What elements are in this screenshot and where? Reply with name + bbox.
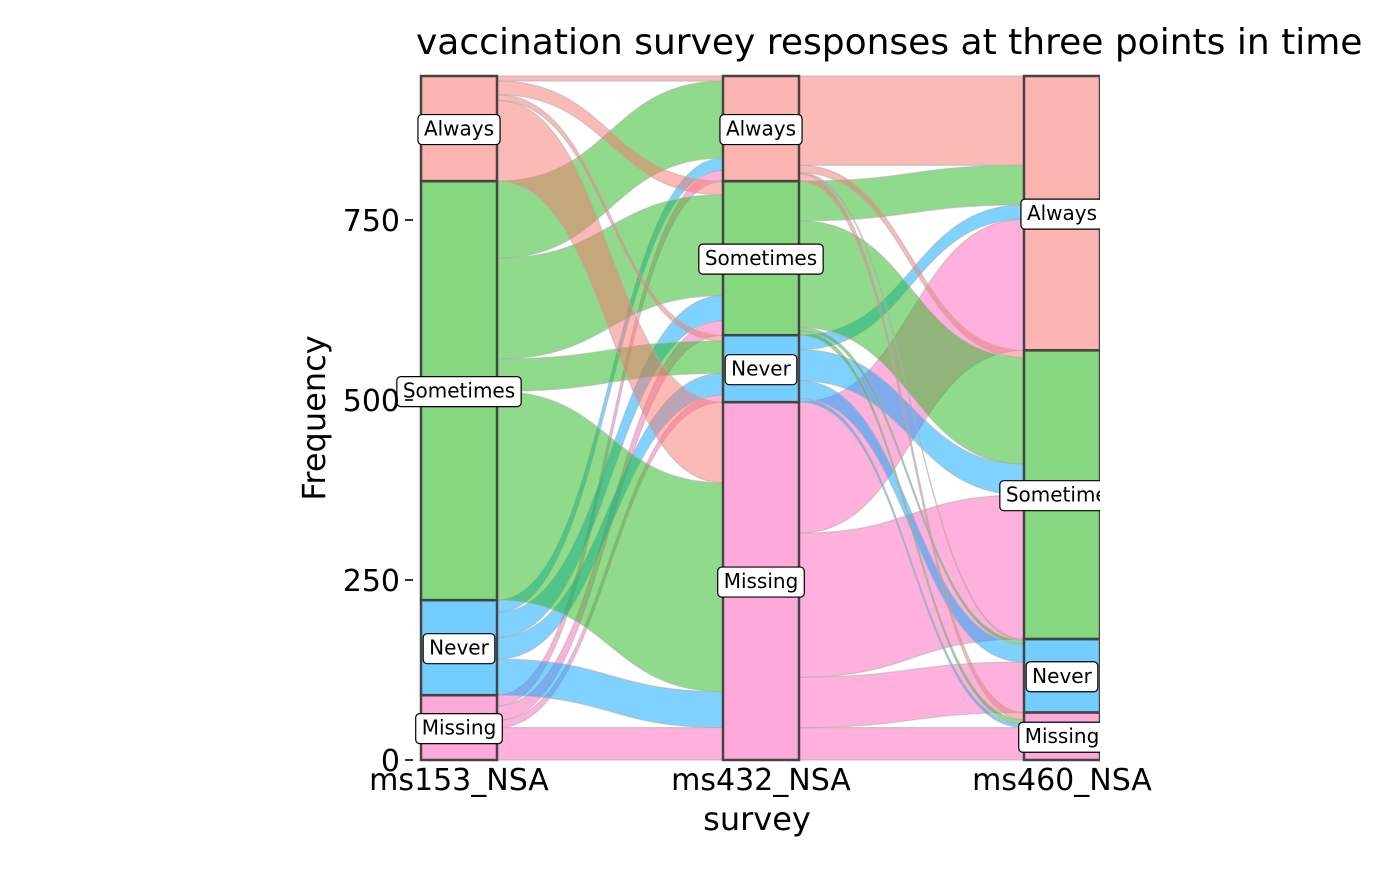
stratum-label-ms432-nsa-missing: Missing (717, 566, 805, 598)
stratum-label-text: Always (424, 117, 494, 141)
stratum-label-box (698, 243, 824, 275)
y-tick-label-250: 250 (343, 564, 400, 599)
flows-layer (496, 75, 1025, 761)
stratum-label-ms432-nsa-sometimes: Sometimes (698, 243, 824, 275)
stratum-label-text: Sometimes (403, 379, 515, 403)
y-axis: 0 250 500 750 (343, 204, 413, 779)
stratum-label-text: Sometimes (1006, 483, 1118, 507)
stratum-label-box (422, 633, 496, 665)
stratum-label-text: Always (726, 117, 796, 141)
stratum-label-text: Always (1027, 201, 1097, 225)
stratum-label-ms460-nsa-never: Never (1025, 661, 1099, 693)
stratum-label-ms460-nsa-always: Always (1020, 198, 1100, 230)
stratum-label-ms153-nsa-always: Always (417, 113, 501, 146)
y-axis-title: Frequency (295, 335, 333, 500)
flow-2-missing-to-missing (798, 727, 1025, 761)
stratum-label-ms432-nsa-always: Always (719, 113, 803, 146)
stratum-label-ms153-nsa-never: Never (422, 633, 496, 665)
flow-1-always-to-always (496, 75, 724, 82)
stratum-label-box (1018, 721, 1100, 753)
chart-title: vaccination survey responses at three po… (416, 22, 1362, 63)
stratum-label-text: Never (731, 357, 791, 381)
stratum-label-ms432-nsa-never: Never (724, 354, 798, 386)
stratum-label-text: Sometimes (705, 246, 817, 270)
stratum-label-box (724, 354, 798, 386)
stratum-label-ms153-nsa-missing: Missing (415, 712, 503, 745)
y-tick-label-0: 0 (381, 744, 400, 779)
x-axis-title: survey (703, 800, 811, 838)
stratum-label-box (417, 113, 501, 146)
stratum-label-box (415, 712, 503, 745)
x-tick-label-ms432-nsa: ms432_NSA (671, 763, 851, 798)
stratum-label-text: Never (429, 636, 489, 660)
stratum-label-ms153-nsa-sometimes: Sometimes (396, 376, 522, 408)
stratum-label-box (1020, 198, 1100, 230)
stratum-label-text: Never (1032, 664, 1092, 688)
flow-2-always-to-always (798, 75, 1025, 166)
x-axis: ms153_NSA ms432_NSA ms460_NSA (369, 763, 1152, 798)
stratum-label-text: Missing (1025, 724, 1100, 748)
stratum-label-box (717, 566, 805, 598)
flow-1-missing-to-missing (496, 726, 724, 761)
stratum-label-text: Missing (724, 569, 799, 593)
stratum-label-ms460-nsa-sometimes: Sometimes (999, 480, 1118, 512)
stratum-label-text: Missing (422, 716, 497, 740)
stratum-label-box (719, 113, 803, 146)
stratum-label-ms460-nsa-missing: Missing (1018, 721, 1100, 753)
stratum-label-box (1025, 661, 1099, 693)
x-tick-label-ms153-nsa: ms153_NSA (369, 763, 549, 798)
stratum-label-box (396, 376, 522, 408)
stratum-label-box (999, 480, 1100, 512)
y-tick-label-750: 750 (343, 204, 400, 239)
x-tick-label-ms460-nsa: ms460_NSA (972, 763, 1152, 798)
y-tick-label-500: 500 (343, 384, 400, 419)
stratum-labels-layer: Missing Never Sometimes Always Missing Never S… (396, 113, 1118, 753)
